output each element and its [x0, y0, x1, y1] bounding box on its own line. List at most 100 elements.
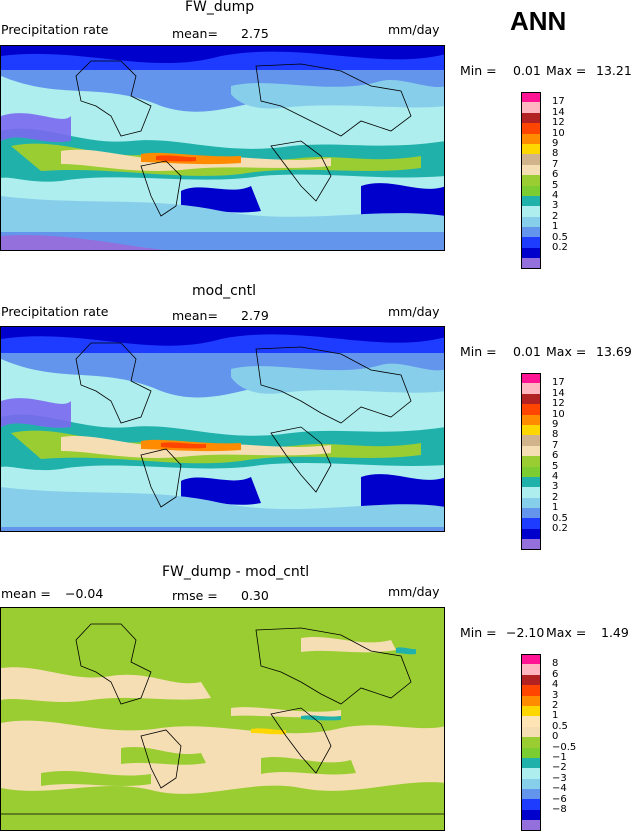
colorbar-swatch — [521, 373, 541, 384]
colorbar-swatch — [521, 778, 541, 790]
colorbar-tick-label: 3 — [552, 200, 559, 212]
colorbar-tick-label: 12 — [552, 117, 565, 129]
colorbar-tick-label: 4 — [552, 190, 559, 201]
panel1-colorbar — [521, 92, 541, 269]
colorbar-swatch — [521, 487, 541, 498]
colorbar-tick-label: −2 — [552, 762, 567, 774]
panel3-colorbar — [521, 654, 541, 831]
colorbar-tick-label: 6 — [552, 668, 559, 680]
colorbar-tick-label: 6 — [552, 169, 559, 181]
colorbar-swatch — [521, 227, 541, 238]
colorbar-tick-label: 12 — [552, 398, 565, 410]
colorbar-tick-label: 8 — [552, 429, 559, 441]
colorbar-swatch — [521, 518, 541, 529]
colorbar-swatch — [521, 809, 541, 821]
colorbar-tick-label: 1 — [552, 221, 559, 233]
colorbar-tick-label: 4 — [552, 471, 559, 482]
colorbar-swatch — [521, 164, 541, 176]
colorbar-swatch — [521, 414, 541, 425]
colorbar-tick-label: −0.5 — [552, 741, 577, 753]
panel1-variable-label: Precipitation rate — [1, 22, 109, 37]
colorbar-swatch — [521, 456, 541, 467]
colorbar-swatch — [521, 175, 541, 186]
panel2-colorbar — [521, 373, 541, 550]
colorbar-tick-label: 14 — [552, 106, 565, 118]
colorbar-swatch — [521, 528, 541, 540]
colorbar-swatch — [521, 497, 541, 509]
colorbar-swatch — [521, 424, 541, 436]
colorbar-swatch — [521, 112, 541, 124]
colorbar-tick-label: 7 — [552, 158, 559, 170]
colorbar-tick-label: 0.2 — [552, 523, 568, 534]
panel1-title: FW_dump — [185, 0, 255, 15]
panel1-units: mm/day — [388, 22, 440, 37]
colorbar-swatch — [521, 206, 541, 217]
colorbar-swatch — [521, 539, 541, 550]
colorbar-swatch — [521, 757, 541, 769]
colorbar-tick-label: 6 — [552, 450, 559, 462]
colorbar-tick-label: 1 — [552, 710, 559, 722]
colorbar-tick-label: 17 — [552, 96, 565, 108]
panel2-title: mod_cntl — [192, 283, 257, 299]
colorbar-tick-label: 8 — [552, 148, 559, 160]
colorbar-swatch — [521, 747, 541, 758]
colorbar-swatch — [521, 92, 541, 103]
panel1-mean-label: mean= — [172, 26, 218, 41]
colorbar-swatch — [521, 383, 541, 394]
colorbar-swatch — [521, 705, 541, 717]
colorbar-tick-label: −4 — [552, 783, 567, 795]
panel2-mean-value: 2.79 — [241, 308, 269, 323]
colorbar-tick-label: −3 — [552, 772, 567, 784]
panel2-units: mm/day — [388, 304, 440, 319]
colorbar-swatch — [521, 466, 541, 477]
colorbar-tick-label: 3 — [552, 481, 559, 493]
panel1-map — [0, 45, 445, 251]
panel3-mean-label: mean = — [1, 586, 51, 601]
colorbar-swatch — [521, 154, 541, 165]
colorbar-swatch — [521, 737, 541, 748]
colorbar-tick-label: 9 — [552, 138, 559, 149]
panel3-mean-value: −0.04 — [65, 586, 104, 601]
colorbar-tick-label: 2 — [552, 491, 559, 503]
panel2-mean-label: mean= — [172, 308, 218, 323]
colorbar-swatch — [521, 445, 541, 457]
panel2-max-label: Max = — [546, 344, 587, 359]
colorbar-tick-label: 9 — [552, 419, 559, 430]
panel1-mean-value: 2.75 — [241, 26, 269, 41]
colorbar-tick-label: 4 — [552, 679, 559, 691]
panel1-min-label: Min = — [460, 63, 497, 78]
colorbar-swatch — [521, 133, 541, 144]
colorbar-swatch — [521, 768, 541, 779]
colorbar-swatch — [521, 695, 541, 706]
season-label: ANN — [510, 6, 567, 36]
panel1-max-value: 13.21 — [596, 63, 632, 78]
colorbar-tick-label: 10 — [552, 127, 565, 139]
colorbar-tick-label: 10 — [552, 408, 565, 420]
panel2-min-label: Min = — [460, 344, 497, 359]
colorbar-tick-label: 0.5 — [552, 512, 568, 524]
colorbar-tick-label: 2 — [552, 700, 559, 711]
colorbar-tick-label: 5 — [552, 179, 559, 191]
colorbar-swatch — [521, 143, 541, 155]
colorbar-swatch — [521, 674, 541, 686]
panel3-min-label: Min = — [460, 625, 497, 640]
panel3-min-value: −2.10 — [506, 625, 545, 640]
colorbar-tick-label: 17 — [552, 377, 565, 389]
colorbar-swatch — [521, 508, 541, 519]
colorbar-tick-label: 7 — [552, 439, 559, 451]
colorbar-swatch — [521, 799, 541, 810]
colorbar-tick-label: −1 — [552, 752, 567, 763]
colorbar-swatch — [521, 247, 541, 259]
colorbar-tick-label: 0.2 — [552, 242, 568, 253]
colorbar-swatch — [521, 102, 541, 113]
colorbar-tick-label: 0 — [552, 731, 559, 743]
colorbar-swatch — [521, 393, 541, 405]
panel2-max-value: 13.69 — [596, 344, 632, 359]
colorbar-swatch — [521, 820, 541, 831]
colorbar-tick-label: −8 — [552, 804, 567, 815]
colorbar-swatch — [521, 185, 541, 196]
panel2-min-value: 0.01 — [513, 344, 541, 359]
panel2-map — [0, 326, 445, 532]
colorbar-tick-label: 8 — [552, 658, 559, 670]
colorbar-swatch — [521, 404, 541, 415]
